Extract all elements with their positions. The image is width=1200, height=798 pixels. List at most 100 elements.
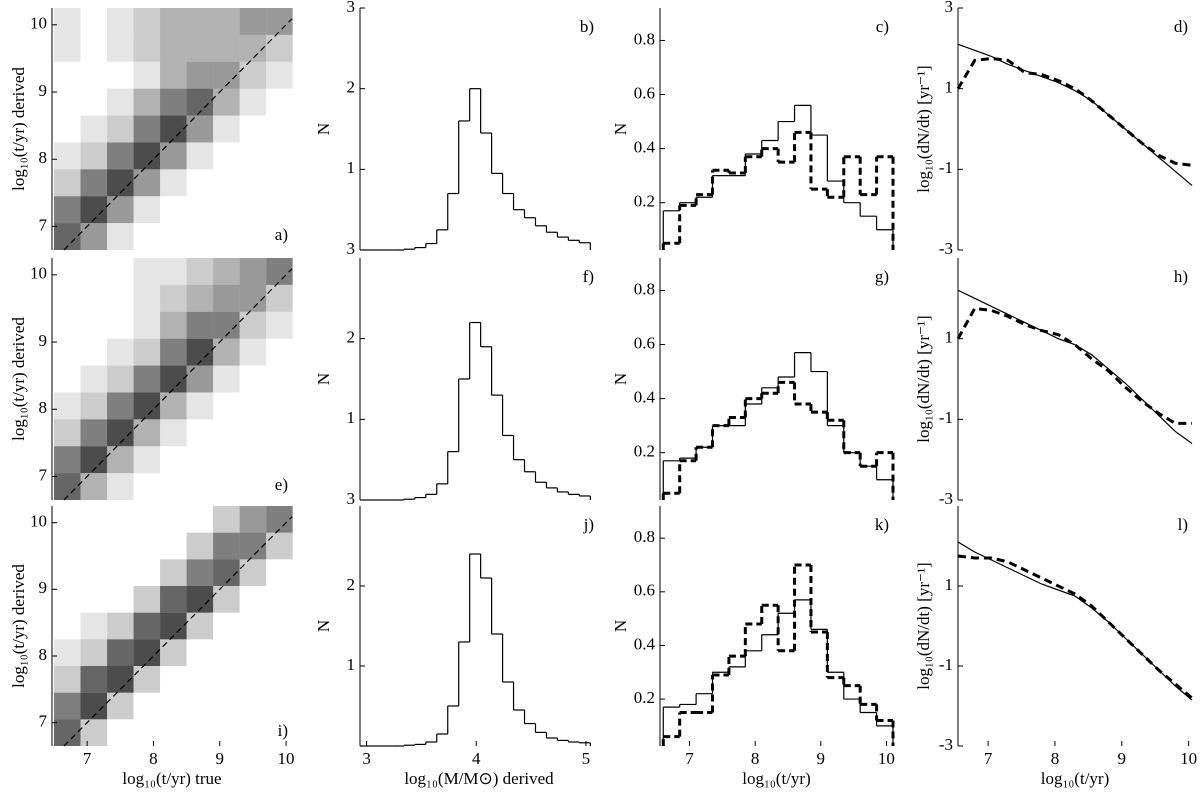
- density-cell: [266, 142, 293, 169]
- density-cell: [133, 612, 161, 640]
- density-cell: [186, 311, 214, 339]
- y-axis-label: N: [314, 620, 333, 632]
- density-cell: [54, 258, 81, 285]
- density-cell: [266, 613, 293, 640]
- density-cell: [107, 312, 134, 339]
- density-cell: [160, 473, 187, 500]
- density-cell: [213, 392, 240, 419]
- density-cell: [240, 639, 267, 666]
- density-cell: [213, 506, 240, 533]
- y-axis-label: N: [611, 373, 630, 385]
- y-tick-label: 10: [30, 264, 47, 283]
- density-cell: [134, 223, 161, 250]
- density-cell: [186, 8, 214, 35]
- density-cell: [266, 258, 293, 285]
- density-cell: [81, 8, 108, 35]
- density-cell: [54, 312, 81, 339]
- density-cell: [266, 639, 293, 666]
- y-tick-label: 0.6: [634, 581, 655, 600]
- y-axis-label: N: [314, 373, 333, 385]
- density-cell: [160, 338, 187, 366]
- y-axis-label: N: [611, 620, 630, 632]
- density-cell: [187, 223, 214, 250]
- density-cell: [160, 284, 187, 312]
- density-cell: [239, 559, 267, 586]
- density-cell: [107, 115, 134, 143]
- density-cell: [213, 34, 240, 62]
- density-cell: [133, 169, 161, 197]
- y-tick-label: -1: [939, 158, 953, 177]
- y-axis-label: log₁₀(t/yr) derived: [9, 317, 28, 441]
- line-series: [956, 56, 1193, 167]
- y-axis-label: log₁₀(t/yr) derived: [9, 67, 28, 191]
- density-cell: [213, 532, 240, 560]
- line-series: [957, 43, 1193, 186]
- density-cell: [80, 392, 108, 420]
- density-cell: [160, 506, 187, 533]
- y-tick-label: 0.4: [634, 634, 656, 653]
- density-cell: [186, 612, 214, 640]
- density-cell: [186, 365, 214, 393]
- density-cell: [213, 284, 240, 312]
- density-cell: [240, 666, 267, 693]
- y-tick-label: -1: [939, 655, 953, 674]
- y-tick-label: 10: [30, 512, 47, 531]
- density-cell: [266, 311, 293, 339]
- x-tick-label: 8: [1051, 749, 1060, 768]
- y-axis-label: N: [314, 123, 333, 135]
- density-cell: [80, 142, 108, 170]
- density-cell: [266, 419, 293, 446]
- density-cell: [133, 365, 161, 393]
- density-cell: [160, 34, 187, 62]
- density-cell: [160, 365, 187, 393]
- density-cell: [266, 339, 293, 366]
- x-tick-label: 10: [278, 749, 295, 768]
- density-cell: [186, 115, 214, 143]
- density-cell: [160, 223, 187, 250]
- x-axis-label: log₁₀(t/yr) true: [122, 769, 221, 788]
- density-cell: [133, 311, 161, 339]
- y-tick-label: 0.4: [634, 388, 656, 407]
- y-axis-label: N: [611, 123, 630, 135]
- density-cell: [239, 61, 267, 89]
- density-cell: [53, 692, 81, 720]
- density-cell: [81, 35, 108, 62]
- density-cell: [53, 8, 81, 35]
- density-cell: [266, 169, 293, 196]
- density-cell: [239, 338, 267, 366]
- density-cell: [133, 142, 161, 170]
- y-tick-label: 1: [945, 328, 954, 347]
- density-cell: [266, 34, 293, 62]
- density-cell: [187, 693, 214, 720]
- density-cell: [240, 613, 267, 640]
- y-tick-label: 8: [39, 645, 48, 664]
- density-cell: [213, 559, 240, 586]
- y-tick-label: -3: [939, 239, 953, 258]
- density-cell: [81, 62, 108, 89]
- density-cell: [239, 311, 267, 339]
- x-tick-label: 8: [149, 749, 158, 768]
- density-cell: [53, 34, 81, 62]
- density-cell: [107, 223, 134, 250]
- y-tick-label: 1: [347, 158, 356, 177]
- density-cell: [53, 169, 81, 197]
- y-tick-label: 7: [39, 215, 48, 234]
- density-cell: [186, 284, 214, 312]
- density-cell: [81, 285, 108, 312]
- y-tick-label: 1: [945, 78, 954, 97]
- density-cell: [160, 639, 187, 666]
- x-tick-label: 3: [362, 749, 371, 768]
- density-cell: [239, 258, 267, 285]
- density-cell: [133, 115, 161, 143]
- density-cell: [80, 666, 108, 693]
- panel-label: i): [278, 721, 288, 740]
- panel-label: f): [583, 267, 594, 286]
- density-cell: [133, 8, 161, 35]
- y-tick-label: 8: [39, 398, 48, 417]
- density-cell: [107, 285, 134, 312]
- density-cell: [187, 506, 214, 533]
- panel-label: l): [1178, 515, 1188, 534]
- density-cell: [186, 559, 214, 586]
- density-cell: [134, 533, 161, 560]
- density-cell: [107, 338, 134, 366]
